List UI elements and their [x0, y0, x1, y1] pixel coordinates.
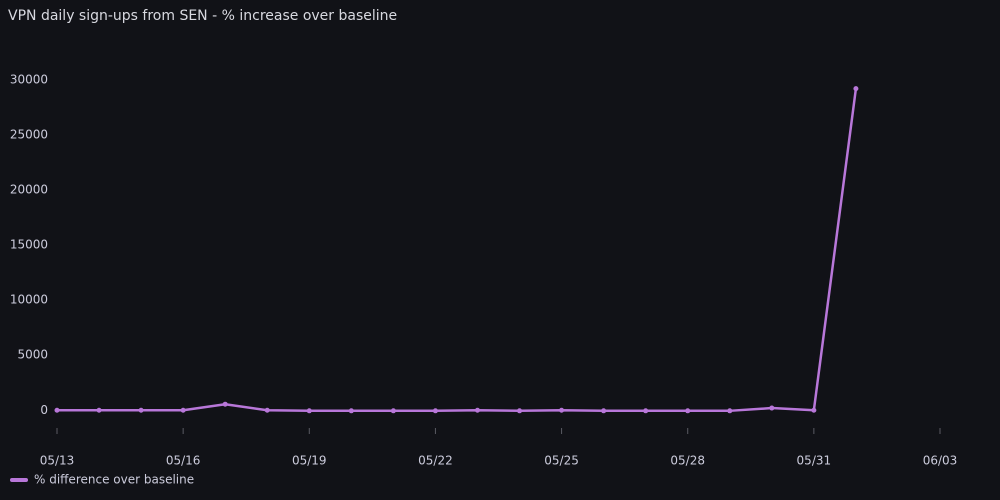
x-tick-label: 05/25 — [544, 454, 579, 468]
data-point — [727, 408, 733, 414]
chart-title: VPN daily sign-ups from SEN - % increase… — [8, 8, 397, 24]
data-point — [769, 405, 775, 411]
data-point — [559, 407, 565, 413]
y-tick-label: 25000 — [10, 127, 48, 141]
x-tick-label: 05/16 — [166, 454, 201, 468]
y-tick-label: 30000 — [10, 72, 48, 86]
x-tick-label: 05/31 — [797, 454, 832, 468]
y-tick-label: 5000 — [17, 348, 48, 362]
data-point — [96, 407, 102, 413]
data-point — [601, 408, 607, 414]
y-tick-label: 0 — [40, 403, 48, 417]
data-point — [222, 401, 228, 407]
data-point — [54, 407, 60, 413]
data-point — [348, 408, 354, 414]
y-tick-label: 10000 — [10, 293, 48, 307]
x-tick-label: 05/28 — [670, 454, 705, 468]
data-point — [685, 408, 691, 414]
data-point — [306, 408, 312, 414]
data-point — [643, 408, 649, 414]
x-tick-label: 06/03 — [923, 454, 958, 468]
data-point — [853, 86, 859, 92]
data-point — [264, 407, 270, 413]
x-tick-label: 05/22 — [418, 454, 453, 468]
y-tick-label: 20000 — [10, 182, 48, 196]
x-tick-label: 05/13 — [40, 454, 75, 468]
legend-label: % difference over baseline — [34, 473, 194, 487]
y-tick-label: 15000 — [10, 238, 48, 252]
data-point — [180, 407, 186, 413]
data-point — [517, 408, 523, 414]
data-point — [474, 407, 480, 413]
data-point — [390, 408, 396, 414]
data-point — [138, 407, 144, 413]
series-line — [57, 88, 858, 413]
data-point — [432, 408, 438, 414]
x-tick-label: 05/19 — [292, 454, 327, 468]
data-point — [811, 407, 817, 413]
